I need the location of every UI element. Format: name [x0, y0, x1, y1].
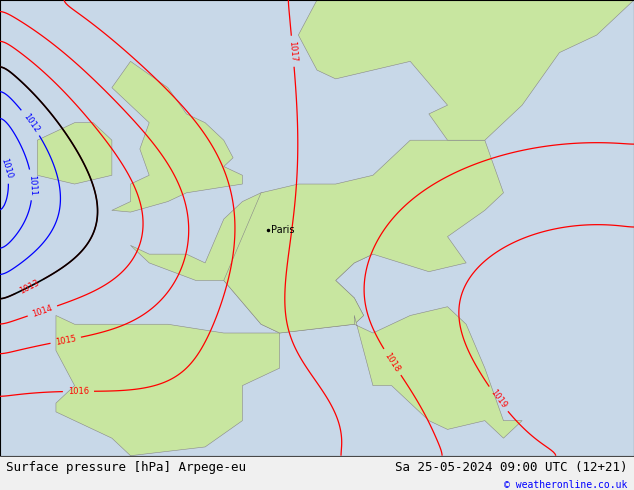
Text: 1018: 1018 — [383, 351, 402, 373]
Text: 1019: 1019 — [488, 388, 508, 410]
Text: 1014: 1014 — [31, 303, 54, 318]
Text: © weatheronline.co.uk: © weatheronline.co.uk — [504, 480, 628, 490]
Text: 1013: 1013 — [18, 278, 41, 295]
Text: 1016: 1016 — [68, 387, 89, 396]
Text: 1011: 1011 — [27, 174, 37, 196]
Text: Sa 25-05-2024 09:00 UTC (12+21): Sa 25-05-2024 09:00 UTC (12+21) — [395, 461, 628, 474]
Text: 1012: 1012 — [21, 111, 41, 134]
Text: 1015: 1015 — [55, 334, 77, 347]
Text: 1017: 1017 — [287, 40, 298, 62]
Text: Paris: Paris — [271, 225, 295, 236]
Text: Surface pressure [hPa] Arpege-eu: Surface pressure [hPa] Arpege-eu — [6, 461, 247, 474]
Text: 1010: 1010 — [0, 157, 14, 180]
